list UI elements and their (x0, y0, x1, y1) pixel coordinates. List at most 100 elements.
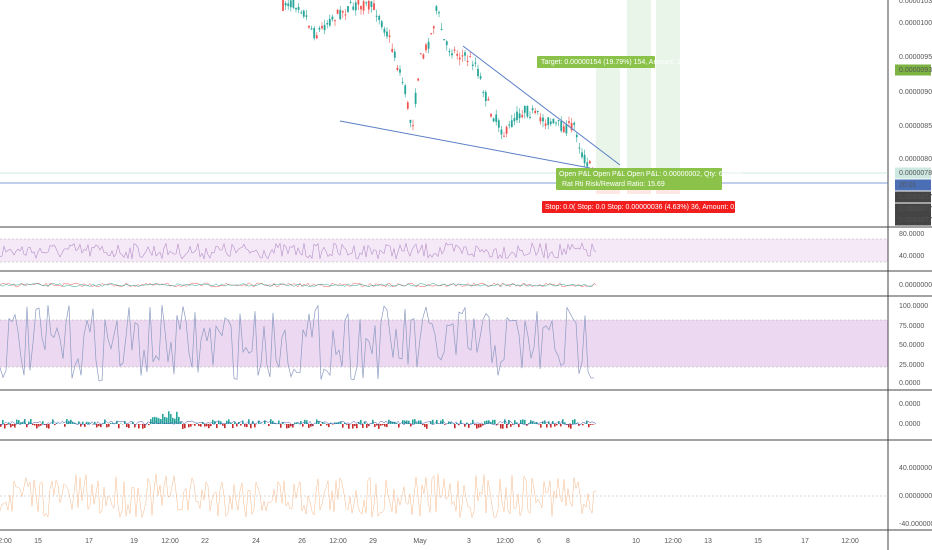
macd-bar (190, 424, 192, 427)
macd-bar (288, 424, 290, 428)
candle-body (323, 24, 326, 31)
macd-bar (416, 422, 418, 424)
candle-body (360, 5, 362, 10)
candle-body (503, 135, 505, 137)
macd-bar (382, 424, 384, 426)
macd-bar (172, 417, 174, 424)
candle-body (302, 10, 305, 17)
candle-body (365, 2, 368, 4)
macd-bar (296, 422, 298, 424)
candle-body (547, 117, 550, 125)
candle-body (313, 28, 316, 39)
macd-bar (300, 421, 302, 424)
macd-bar (88, 422, 90, 424)
macd-bar (46, 424, 48, 428)
time-label: 13 (704, 538, 712, 545)
candle-body (297, 7, 300, 10)
time-label: 12:00 (329, 538, 347, 545)
candle-body (536, 110, 539, 112)
macd-bar (260, 423, 262, 424)
candle-body (448, 51, 451, 53)
macd-bar (562, 419, 564, 424)
macd-bar (128, 424, 130, 429)
axis-label: 40.0000000 (899, 465, 932, 472)
macd-bar (28, 421, 30, 424)
candle-body (409, 120, 412, 123)
macd-bar (32, 424, 34, 426)
macd-bar (374, 424, 376, 428)
macd-bar (532, 421, 534, 424)
macd-bar (94, 421, 96, 424)
macd-bar (362, 424, 364, 428)
candle-body (339, 9, 342, 20)
macd-bar (268, 424, 270, 427)
candle-body (295, 8, 297, 10)
candle-body (508, 124, 511, 126)
candle-body (375, 15, 378, 17)
candle-body (552, 118, 555, 124)
macd-bar (468, 424, 470, 428)
candle-body (534, 110, 537, 113)
macd-bar (442, 419, 444, 424)
macd-bar (456, 422, 458, 424)
macd-bar (466, 422, 468, 424)
candle-body (500, 129, 503, 135)
candle-body (367, 0, 370, 10)
macd-bar (96, 424, 98, 428)
price-label: 0.00000780 (899, 170, 932, 177)
candle-body (474, 62, 477, 64)
candle-body (435, 6, 438, 11)
candle-body (523, 106, 526, 113)
candle-body (513, 117, 516, 122)
macd-bar (460, 420, 462, 424)
pl-box (556, 168, 722, 190)
macd-bar (182, 424, 184, 429)
candle-body (526, 105, 529, 117)
macd-bar (224, 424, 226, 429)
macd-bar (184, 424, 186, 429)
macd-bar (312, 424, 314, 427)
macd-bar (500, 424, 502, 429)
candle-body (373, 3, 375, 10)
candle-body (362, 1, 365, 11)
candle-body (531, 108, 534, 111)
candle-body (586, 162, 589, 167)
candle-body (393, 51, 396, 58)
macd-bar (436, 419, 438, 424)
candle-body (479, 76, 482, 79)
macd-bar (354, 424, 356, 427)
macd-bar (432, 419, 434, 424)
macd-bar (168, 411, 170, 424)
candle-body (562, 126, 565, 133)
macd-bar (18, 420, 20, 424)
osc-line (0, 282, 597, 288)
macd-bar (66, 419, 68, 424)
macd-bar (414, 419, 416, 424)
macd-bar (104, 419, 106, 424)
time-label: May (413, 538, 427, 545)
macd-bar (196, 423, 198, 424)
macd-bar (240, 424, 242, 426)
osc-signal (0, 283, 595, 287)
cci-line (0, 473, 597, 519)
macd-bar (470, 423, 472, 424)
candle-body (497, 120, 500, 128)
candle-body (318, 28, 321, 30)
candle-body (539, 117, 542, 122)
macd-bar (84, 424, 86, 427)
macd-bar (270, 419, 272, 424)
macd-bar (188, 424, 190, 428)
macd-bar (396, 423, 398, 424)
macd-bar (570, 424, 572, 429)
macd-bar (376, 424, 378, 426)
candle-body (445, 41, 448, 46)
candle-body (331, 16, 334, 20)
candle-body (386, 31, 388, 37)
macd-bar (40, 424, 42, 426)
candle-body (341, 10, 344, 13)
macd-bar (550, 424, 552, 428)
macd-bar (4, 424, 6, 429)
rsi-line (0, 242, 597, 260)
